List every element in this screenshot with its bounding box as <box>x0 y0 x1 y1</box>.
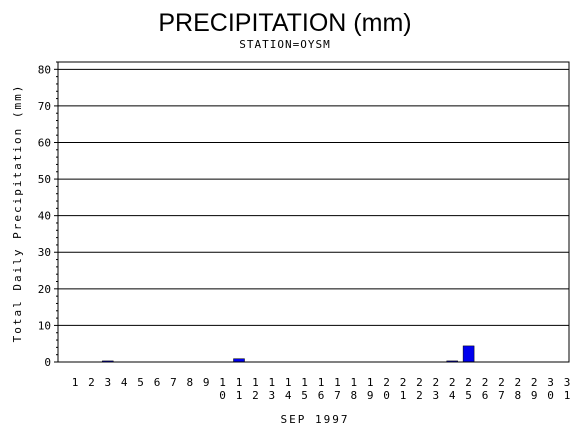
grid-lines <box>58 68 569 326</box>
axes <box>54 61 570 363</box>
x-tick-label: 6 <box>154 376 161 389</box>
chart-subtitle: STATION=OYSM <box>239 38 330 51</box>
x-tick-label: 1 <box>72 376 79 389</box>
x-tick-label: 2 <box>88 376 95 389</box>
y-tick-label: 70 <box>38 100 51 113</box>
x-tick-label: 8 <box>186 376 193 389</box>
bars <box>102 345 475 363</box>
y-tick-label: 0 <box>44 356 51 369</box>
y-tick-label: 30 <box>38 246 51 259</box>
y-tick-label: 60 <box>38 136 51 149</box>
x-tick-label: 5 <box>137 376 144 389</box>
y-axis-label: Total Daily Precipitation (mm) <box>11 84 24 343</box>
x-tick-label: 3 <box>104 376 111 389</box>
x-tick-labels: 1 2 3 4 5 6 7 8 9 1 01 11 21 31 41 51 61 71 81 92 02 12 22 32 42… <box>72 376 570 402</box>
x-axis-label: SEP 1997 <box>281 413 350 426</box>
y-tick-labels: 0 10 20 30 40 50 60 70 80 <box>38 63 51 369</box>
y-tick-label: 10 <box>38 319 51 332</box>
y-tick-label: 20 <box>38 283 51 296</box>
x-tick-label: 4 <box>121 376 128 389</box>
x-tick-label: 9 <box>203 376 210 389</box>
y-tick-label: 50 <box>38 173 51 186</box>
chart-title: PRECIPITATION (mm) <box>158 9 411 37</box>
plot-frame <box>57 61 570 363</box>
y-tick-label: 40 <box>38 210 51 223</box>
bar-day-25 <box>462 345 475 363</box>
x-tick-label: 7 <box>170 376 177 389</box>
y-tick-label: 80 <box>38 63 51 76</box>
